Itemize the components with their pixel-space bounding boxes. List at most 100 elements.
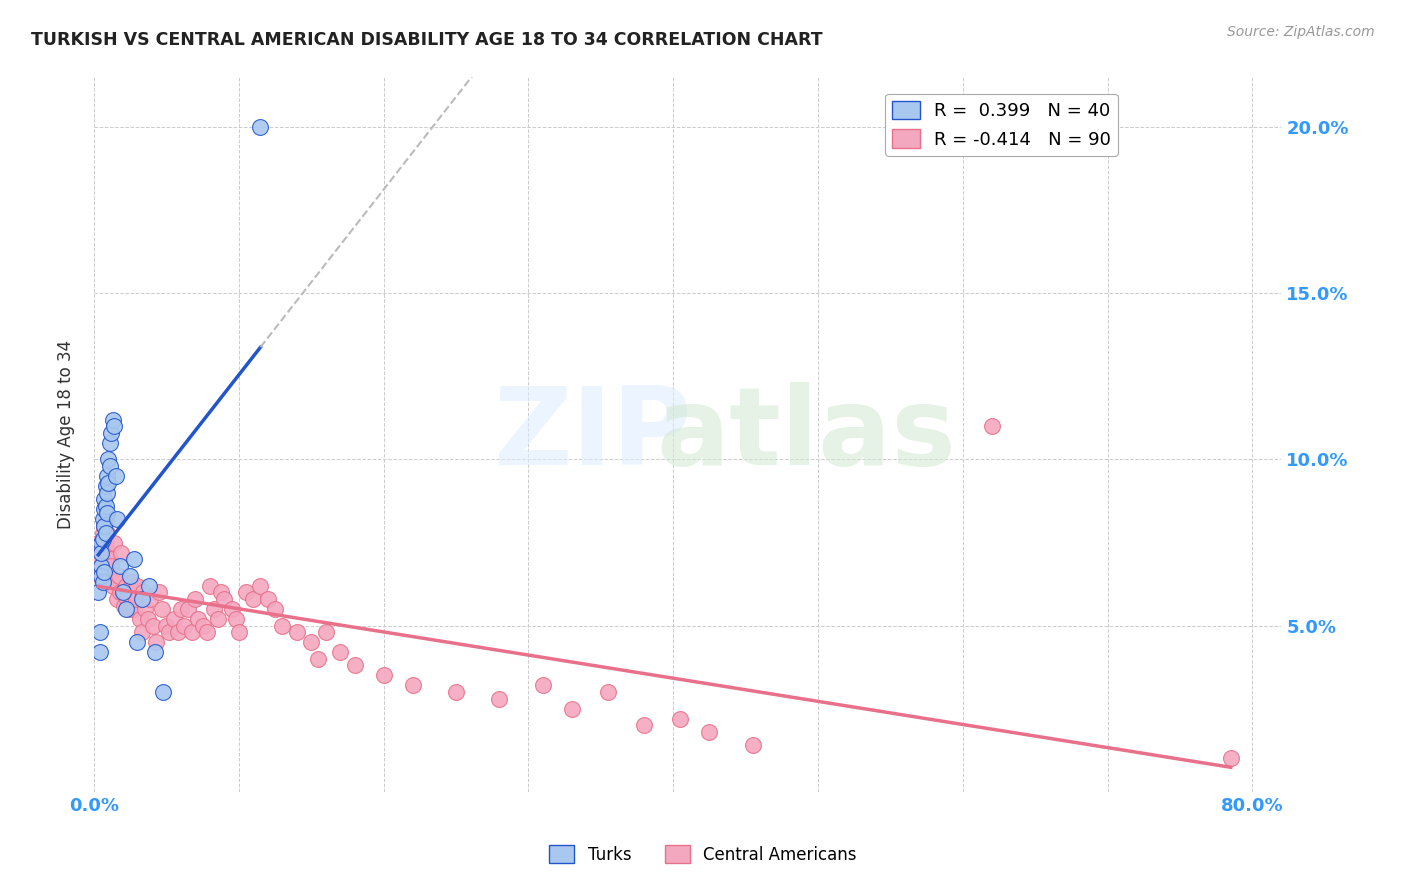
Point bbox=[98, 459, 121, 474]
Point bbox=[139, 592, 162, 607]
Point bbox=[221, 602, 243, 616]
Point bbox=[89, 625, 111, 640]
Point bbox=[94, 499, 117, 513]
Point bbox=[195, 625, 218, 640]
Point bbox=[138, 579, 160, 593]
Point bbox=[100, 425, 122, 440]
Point bbox=[561, 701, 583, 715]
Point bbox=[93, 502, 115, 516]
Point bbox=[228, 625, 250, 640]
Point bbox=[142, 618, 165, 632]
Point bbox=[669, 712, 692, 726]
Point bbox=[143, 645, 166, 659]
Point bbox=[633, 718, 655, 732]
Point bbox=[97, 558, 120, 573]
Point bbox=[96, 552, 118, 566]
Point bbox=[120, 602, 142, 616]
Point bbox=[91, 539, 114, 553]
Text: atlas: atlas bbox=[657, 382, 956, 488]
Text: TURKISH VS CENTRAL AMERICAN DISABILITY AGE 18 TO 34 CORRELATION CHART: TURKISH VS CENTRAL AMERICAN DISABILITY A… bbox=[31, 31, 823, 49]
Point bbox=[136, 612, 159, 626]
Legend: Turks, Central Americans: Turks, Central Americans bbox=[543, 838, 863, 871]
Point bbox=[90, 558, 112, 573]
Point bbox=[329, 645, 352, 659]
Point bbox=[162, 612, 184, 626]
Point bbox=[90, 558, 112, 573]
Point bbox=[98, 568, 121, 582]
Point bbox=[531, 678, 554, 692]
Point bbox=[198, 579, 221, 593]
Point bbox=[132, 585, 155, 599]
Point bbox=[98, 435, 121, 450]
Point bbox=[100, 558, 122, 573]
Point bbox=[307, 652, 329, 666]
Point bbox=[96, 485, 118, 500]
Point bbox=[167, 625, 190, 640]
Point bbox=[155, 618, 177, 632]
Point bbox=[264, 602, 287, 616]
Point bbox=[97, 545, 120, 559]
Point bbox=[98, 552, 121, 566]
Point bbox=[148, 585, 170, 599]
Point bbox=[104, 575, 127, 590]
Point bbox=[187, 612, 209, 626]
Point bbox=[596, 685, 619, 699]
Point bbox=[89, 645, 111, 659]
Point bbox=[124, 552, 146, 566]
Point bbox=[343, 658, 366, 673]
Point bbox=[131, 592, 153, 607]
Point bbox=[127, 579, 149, 593]
Point bbox=[101, 412, 124, 426]
Point bbox=[94, 525, 117, 540]
Point bbox=[91, 512, 114, 526]
Point bbox=[235, 585, 257, 599]
Point bbox=[699, 725, 721, 739]
Point bbox=[89, 552, 111, 566]
Point bbox=[225, 612, 247, 626]
Point bbox=[108, 558, 131, 573]
Text: Source: ZipAtlas.com: Source: ZipAtlas.com bbox=[1227, 25, 1375, 39]
Point bbox=[97, 475, 120, 490]
Point bbox=[150, 602, 173, 616]
Point bbox=[444, 685, 467, 699]
Point bbox=[115, 592, 138, 607]
Point bbox=[120, 568, 142, 582]
Point bbox=[124, 602, 146, 616]
Point bbox=[97, 452, 120, 467]
Point bbox=[94, 479, 117, 493]
Point bbox=[122, 585, 145, 599]
Point bbox=[93, 492, 115, 507]
Text: ZIP: ZIP bbox=[494, 382, 692, 488]
Point bbox=[170, 602, 193, 616]
Point bbox=[87, 535, 110, 549]
Point bbox=[299, 635, 322, 649]
Point bbox=[741, 738, 763, 752]
Point bbox=[91, 575, 114, 590]
Point bbox=[112, 599, 135, 613]
Point bbox=[242, 592, 264, 607]
Point bbox=[129, 612, 152, 626]
Point bbox=[94, 535, 117, 549]
Point bbox=[93, 533, 115, 547]
Point bbox=[96, 469, 118, 483]
Point bbox=[107, 568, 129, 582]
Point bbox=[121, 575, 143, 590]
Point bbox=[104, 469, 127, 483]
Point bbox=[152, 685, 174, 699]
Point bbox=[145, 635, 167, 649]
Point bbox=[96, 525, 118, 540]
Point bbox=[1219, 751, 1241, 765]
Point bbox=[131, 625, 153, 640]
Point bbox=[93, 566, 115, 580]
Point bbox=[202, 602, 225, 616]
Point bbox=[105, 512, 128, 526]
Point bbox=[87, 585, 110, 599]
Y-axis label: Disability Age 18 to 34: Disability Age 18 to 34 bbox=[58, 340, 75, 529]
Point bbox=[249, 120, 271, 135]
Point bbox=[125, 592, 148, 607]
Point bbox=[103, 535, 125, 549]
Point bbox=[91, 525, 114, 540]
Point bbox=[207, 612, 229, 626]
Legend: R =  0.399   N = 40, R = -0.414   N = 90: R = 0.399 N = 40, R = -0.414 N = 90 bbox=[886, 94, 1118, 156]
Point bbox=[91, 533, 114, 547]
